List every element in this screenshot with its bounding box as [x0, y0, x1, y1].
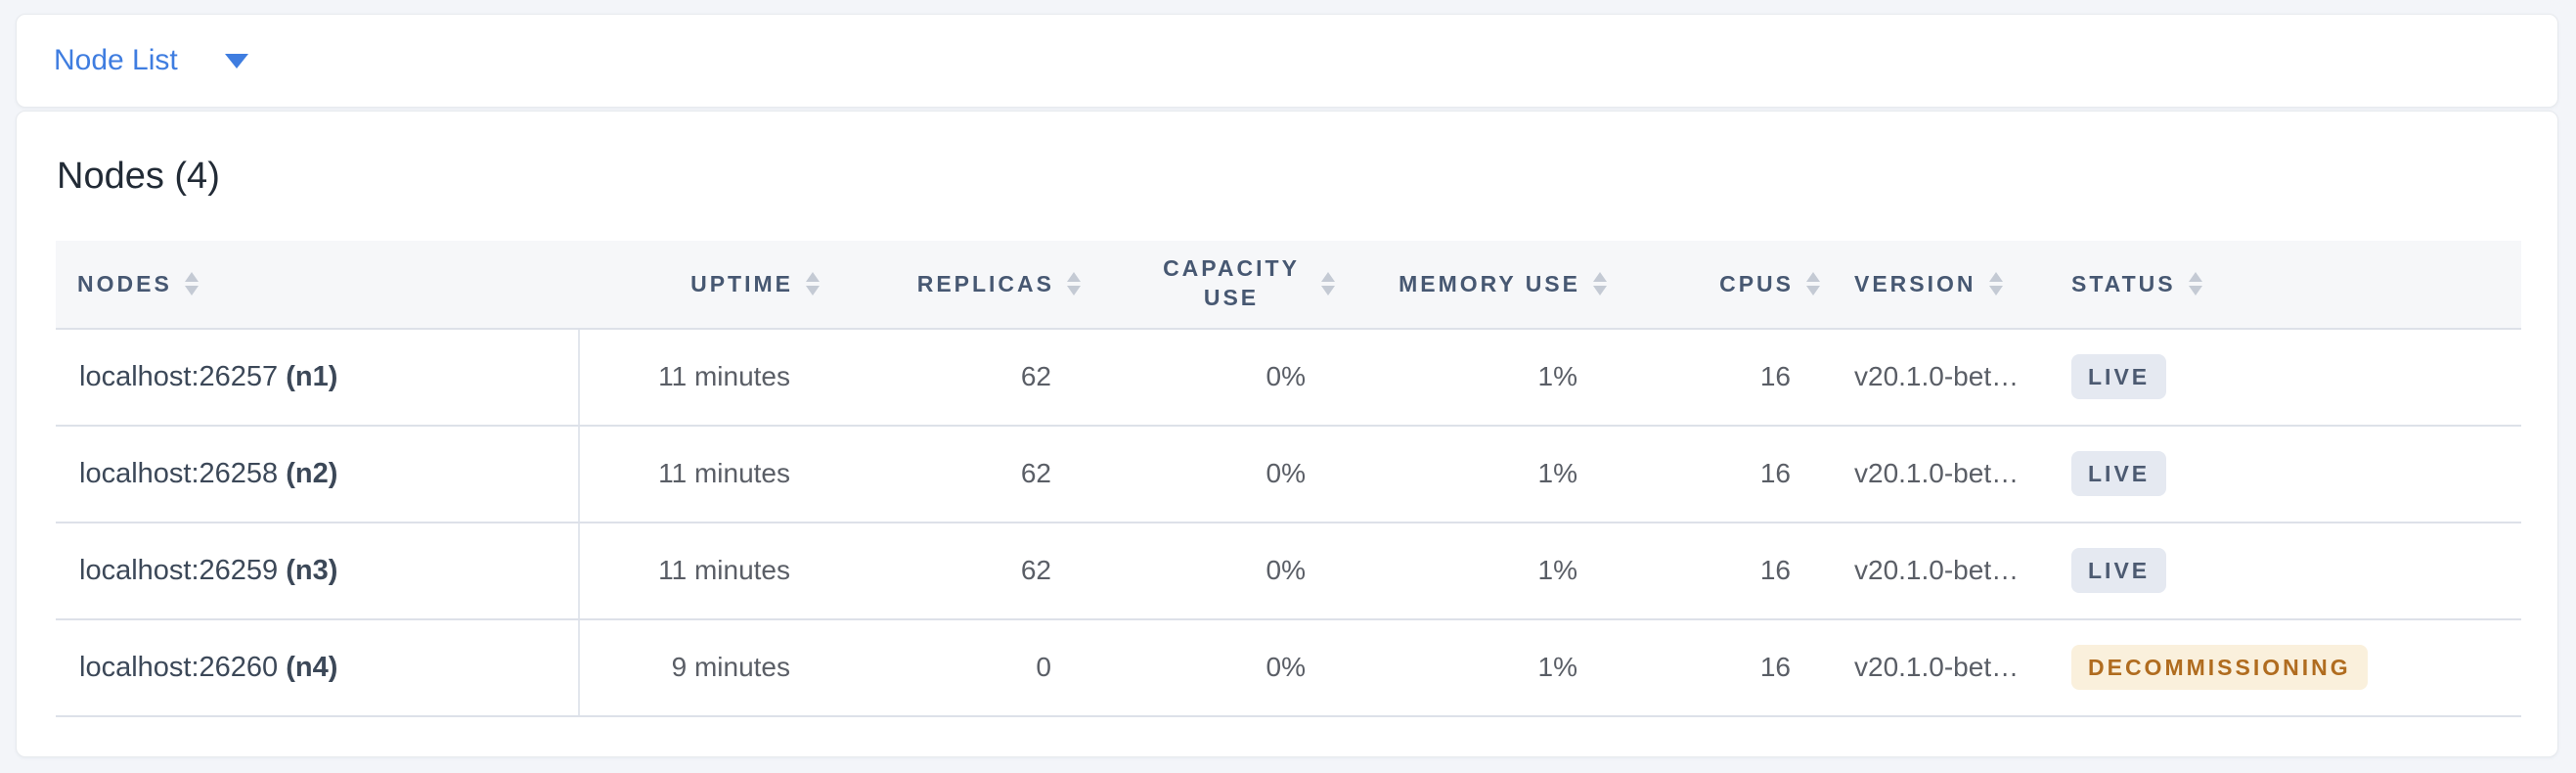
page-title: Nodes (4) [57, 156, 220, 197]
status-badge: LIVE [2071, 354, 2167, 400]
cell-cpus: 16 [1615, 328, 1828, 427]
cell-status: LIVE [2051, 328, 2521, 427]
cell-replicas: 62 [827, 522, 1088, 620]
node-row-n1[interactable]: localhost:26257 (n1) 11 minutes 62 0% 1%… [56, 328, 2521, 427]
cell-replicas: 62 [827, 328, 1088, 427]
cell-uptime: 9 minutes [579, 618, 827, 717]
sort-icon [806, 272, 820, 296]
column-header-uptime[interactable]: UPTIME [579, 240, 827, 330]
cell-uptime: 11 minutes [579, 328, 827, 427]
node-list-dropdown[interactable]: Node List [54, 44, 248, 77]
cell-node-address: localhost:26259 (n3) [56, 522, 580, 620]
cell-cpus: 16 [1615, 618, 1828, 717]
cell-capacity-use: 0% [1088, 618, 1343, 717]
cell-capacity-use: 0% [1088, 522, 1343, 620]
column-header-status[interactable]: STATUS [2051, 240, 2521, 330]
cell-cpus: 16 [1615, 522, 1828, 620]
cell-version: v20.1.0-bet… [1828, 522, 2051, 620]
cell-memory-use: 1% [1343, 522, 1615, 620]
chevron-down-icon [224, 53, 248, 68]
cell-node-address: localhost:26257 (n1) [56, 328, 580, 427]
node-id: (n3) [286, 554, 338, 586]
status-badge: LIVE [2071, 548, 2167, 594]
column-header-replicas[interactable]: REPLICAS [827, 240, 1088, 330]
sort-icon [1321, 272, 1335, 296]
cell-capacity-use: 0% [1088, 328, 1343, 427]
cell-replicas: 0 [827, 618, 1088, 717]
sort-icon [1067, 272, 1081, 296]
cell-node-address: localhost:26260 (n4) [56, 618, 580, 717]
cell-cpus: 16 [1615, 425, 1828, 523]
node-row-n2[interactable]: localhost:26258 (n2) 11 minutes 62 0% 1%… [56, 425, 2521, 523]
cell-replicas: 62 [827, 425, 1088, 523]
cell-uptime: 11 minutes [579, 425, 827, 523]
cell-version: v20.1.0-bet… [1828, 328, 2051, 427]
node-row-n3[interactable]: localhost:26259 (n3) 11 minutes 62 0% 1%… [56, 522, 2521, 620]
column-header-nodes[interactable]: NODES [56, 240, 579, 330]
cell-node-address: localhost:26258 (n2) [56, 425, 580, 523]
cell-uptime: 11 minutes [579, 522, 827, 620]
cell-status: DECOMMISSIONING [2051, 618, 2521, 717]
column-header-capacity-use[interactable]: CAPACITY USE [1088, 240, 1343, 330]
status-badge: LIVE [2071, 451, 2167, 497]
view-switcher-bar: Node List [16, 14, 2558, 108]
nodes-card: Nodes (4) NODES UPTIME [16, 111, 2558, 757]
sort-icon [184, 272, 199, 296]
sort-icon [1806, 272, 1820, 296]
sort-icon [1988, 272, 2003, 296]
cell-capacity-use: 0% [1088, 425, 1343, 523]
node-list-dropdown-label: Node List [54, 44, 178, 76]
sort-icon [2188, 272, 2202, 296]
node-row-n4[interactable]: localhost:26260 (n4) 9 minutes 0 0% 1% 1… [56, 618, 2521, 717]
node-id: (n1) [286, 360, 338, 392]
column-header-memory-use[interactable]: MEMORY USE [1343, 240, 1615, 330]
cell-status: LIVE [2051, 522, 2521, 620]
node-id: (n4) [286, 651, 338, 683]
column-header-cpus[interactable]: CPUS [1615, 240, 1828, 330]
status-badge: DECOMMISSIONING [2071, 645, 2368, 691]
cell-memory-use: 1% [1343, 425, 1615, 523]
column-header-version[interactable]: VERSION [1828, 240, 2051, 330]
cell-memory-use: 1% [1343, 328, 1615, 427]
cell-memory-use: 1% [1343, 618, 1615, 717]
node-id: (n2) [286, 457, 338, 489]
nodes-table: NODES UPTIME REPLICAS [56, 240, 2521, 717]
table-header-row: NODES UPTIME REPLICAS [56, 240, 2521, 330]
cell-status: LIVE [2051, 425, 2521, 523]
cell-version: v20.1.0-bet… [1828, 618, 2051, 717]
sort-icon [1593, 272, 1607, 296]
cell-version: v20.1.0-bet… [1828, 425, 2051, 523]
